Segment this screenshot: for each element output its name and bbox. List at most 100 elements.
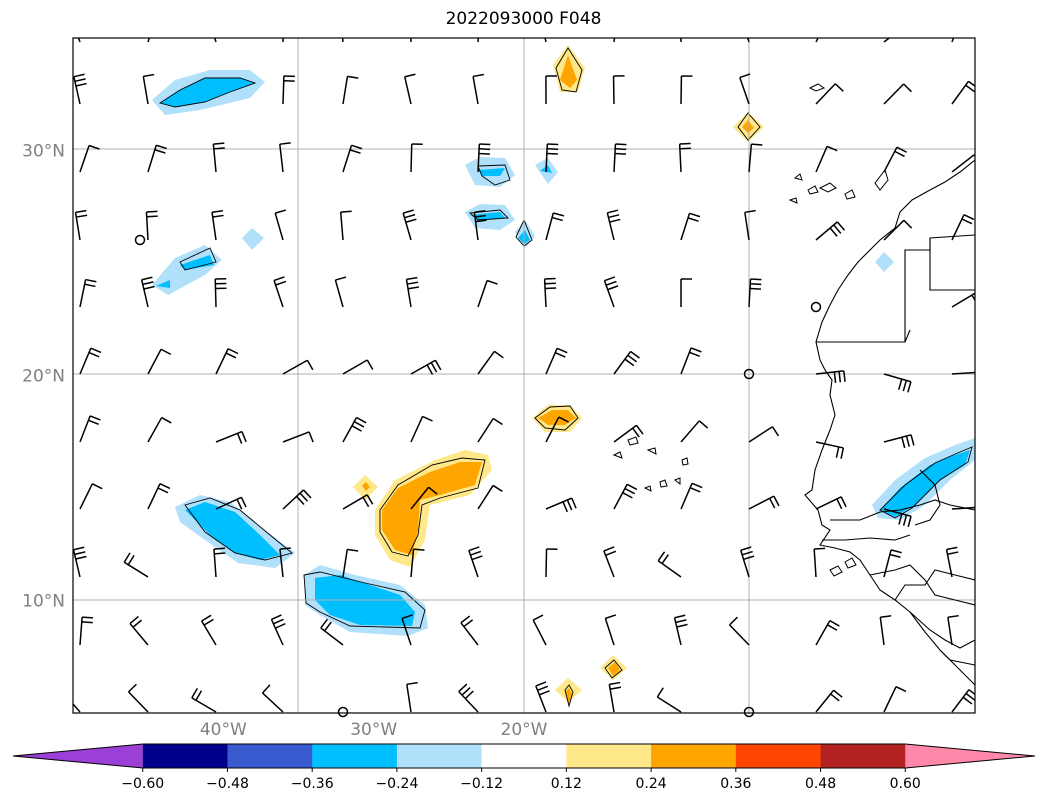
wind-barb	[123, 552, 149, 578]
colorbar-tick-label: 0.12	[551, 776, 582, 792]
wind-barb	[147, 144, 167, 173]
wind-barb	[477, 484, 503, 510]
wind-barb	[342, 494, 374, 510]
gridlines	[73, 38, 975, 713]
lat-tick-label: 30°N	[22, 142, 65, 162]
wind-barb	[748, 143, 763, 173]
wind-barb	[472, 73, 485, 105]
wind-barb	[613, 424, 644, 443]
wind-barb	[744, 209, 756, 241]
wind-barb	[342, 359, 374, 375]
wind-barb	[613, 350, 640, 375]
wind-barb	[79, 616, 94, 646]
coastlines	[804, 159, 975, 686]
wind-barb	[282, 489, 312, 510]
wind-barb	[282, 431, 314, 443]
wind-barb	[468, 546, 483, 578]
wind-barb	[477, 143, 491, 173]
wind-barb	[127, 683, 149, 713]
wind-barb	[612, 75, 625, 105]
wind-barb	[279, 142, 291, 173]
wind-barb	[74, 209, 88, 241]
wind-barb	[883, 434, 915, 449]
wind-barb	[603, 276, 619, 308]
wind-barb	[603, 546, 617, 578]
wind-barb	[680, 212, 701, 241]
wind-barb	[147, 483, 171, 510]
wind-barb	[73, 702, 81, 713]
wind-barb	[477, 279, 498, 308]
wind-barb	[951, 214, 975, 241]
colorbar-bin	[820, 744, 906, 768]
wind-barb	[79, 144, 100, 173]
wind-barb	[406, 681, 418, 713]
wind-barb	[883, 508, 912, 528]
colorbar-bin	[142, 744, 228, 768]
wind-barb	[545, 75, 557, 105]
contour-fill-orange	[362, 55, 754, 704]
wind-barb	[729, 616, 750, 646]
wind-barb	[79, 415, 101, 443]
wind-barb	[477, 417, 503, 443]
wind-barb	[458, 683, 479, 713]
lat-tick-label: 10°N	[22, 592, 65, 612]
wind-barb	[739, 73, 751, 105]
wind-barb	[401, 614, 413, 646]
colorbar-bin	[227, 744, 313, 768]
lon-tick-label: 40°W	[200, 720, 247, 740]
longitude-labels: 40°W 30°W 20°W	[200, 720, 548, 740]
wind-barb	[545, 347, 568, 375]
wind-barb	[545, 416, 569, 443]
contour-lines	[158, 47, 973, 708]
wind-barb	[883, 373, 912, 393]
wind-barb	[339, 210, 352, 241]
wind-barb	[342, 548, 359, 578]
wind-barb	[951, 689, 975, 713]
wind-barb	[279, 547, 291, 578]
wind-barb	[320, 618, 344, 646]
colorbar-extend-low	[13, 744, 143, 768]
map-frame	[72, 37, 976, 714]
wind-barb	[334, 276, 347, 308]
wind-barb	[145, 210, 158, 241]
islands	[612, 83, 889, 577]
colorbar-tick-label: 0.24	[636, 776, 667, 792]
wind-barb	[282, 75, 295, 105]
wind-barb	[945, 546, 959, 578]
wind-barb	[951, 292, 975, 308]
wind-barb	[656, 687, 682, 713]
wind-barb	[535, 681, 550, 713]
wind-barb	[680, 347, 702, 375]
wind-barb	[815, 619, 840, 646]
wind-barb	[261, 684, 284, 713]
wind-barb	[473, 210, 487, 241]
wind-barb	[73, 546, 87, 578]
wind-barb	[410, 143, 423, 173]
wind-barb	[815, 441, 845, 459]
wind-barb	[951, 154, 975, 173]
wind-barb	[213, 547, 226, 578]
lon-tick-label: 30°W	[350, 720, 397, 740]
calm-wind-circles	[134, 234, 822, 718]
colorbar-tick-label: 0.48	[805, 776, 836, 792]
wind-barb	[477, 350, 504, 375]
wind-barb	[613, 483, 638, 510]
colorbar-tick-label: −0.12	[460, 776, 503, 792]
wind-barb	[142, 73, 155, 105]
wind-barb	[403, 73, 416, 105]
wind-barb	[79, 278, 97, 308]
wind-barb	[410, 359, 442, 375]
wind-barb	[947, 614, 959, 646]
wind-barb	[740, 546, 755, 578]
wind-barb	[211, 209, 224, 241]
wind-barb	[545, 548, 558, 578]
latitude-labels: 10°N 20°N 30°N	[22, 142, 65, 612]
wind-barb	[815, 689, 843, 713]
colorbar-bin	[735, 744, 822, 768]
wind-barb	[270, 614, 286, 646]
wind-barb	[214, 277, 227, 308]
wind-barb	[613, 143, 627, 173]
wind-barb	[883, 549, 902, 578]
colorbar-bin	[396, 744, 483, 768]
